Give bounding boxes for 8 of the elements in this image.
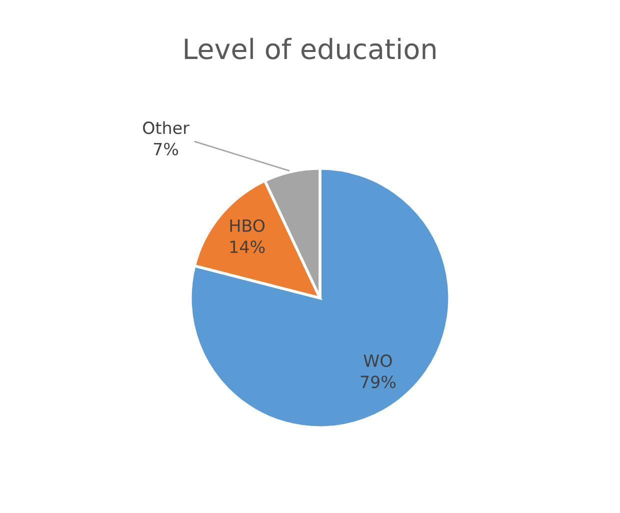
pie-slice	[188, 167, 451, 429]
slice-label: HBO	[230, 219, 265, 232]
chart-title: Level of education	[184, 38, 436, 60]
data-label: 79%	[360, 376, 396, 388]
slice-label: WO	[364, 354, 392, 367]
data-label: 7%	[154, 142, 178, 156]
data-label: 14%	[230, 240, 265, 254]
slice-label: Other	[143, 121, 190, 134]
